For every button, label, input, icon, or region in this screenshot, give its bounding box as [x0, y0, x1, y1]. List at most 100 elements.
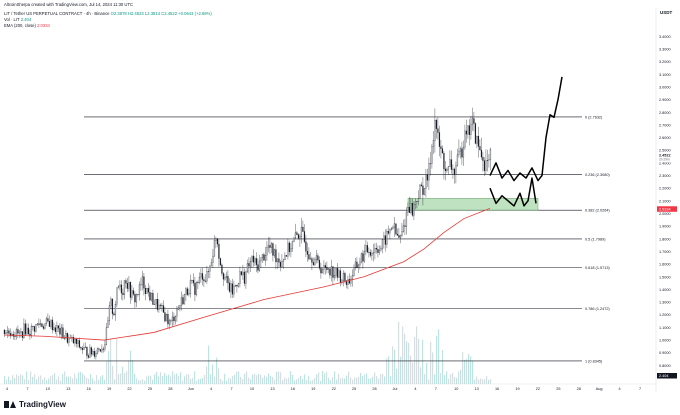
symbol-line[interactable]: LIT / Tether US PERPETUAL CONTRACT · 4h … — [4, 11, 212, 16]
y-tick-label: 1.4000 — [659, 288, 671, 292]
fib-level-label: 0.786 (1.2472) — [585, 307, 610, 311]
volume-bar — [258, 373, 260, 384]
candle-body — [294, 232, 297, 239]
volume-bar — [28, 379, 30, 384]
volume-bar — [160, 372, 162, 384]
volume-bar — [22, 375, 24, 384]
x-tick-label: 22 — [127, 387, 131, 391]
volume-bar — [60, 380, 62, 384]
candle-body — [269, 245, 271, 248]
volume-bar — [144, 380, 146, 384]
y-tick-label: 2.9000 — [659, 98, 671, 102]
volume-bar — [446, 371, 448, 384]
candle-body — [237, 283, 240, 287]
volume-bar — [88, 378, 90, 384]
candle-body — [464, 130, 466, 148]
candle-body — [207, 271, 210, 272]
candle-body — [188, 293, 190, 295]
candle-body — [213, 240, 216, 257]
volume-bar — [314, 377, 316, 384]
x-tick-label: 25 — [148, 387, 152, 391]
candle-body — [429, 163, 432, 165]
candle-body — [363, 251, 366, 262]
volume-bar — [452, 373, 454, 384]
volume-bar — [94, 380, 96, 384]
candle-body — [176, 309, 178, 317]
volume-bar — [310, 380, 312, 384]
candle-body — [59, 328, 61, 335]
volume-bar — [170, 376, 172, 384]
y-tick-label: 1.1000 — [659, 326, 671, 330]
volume-bar — [368, 378, 370, 384]
volume-bar — [386, 358, 388, 384]
candle-body — [131, 290, 133, 298]
volume-bar — [420, 367, 422, 384]
y-tick-label: 0.9000 — [659, 351, 671, 355]
candle-body — [468, 125, 471, 135]
volume-bar — [404, 333, 406, 384]
candle-body — [482, 156, 484, 161]
candle-body — [381, 239, 384, 249]
candle-body — [254, 258, 256, 263]
candle-body — [204, 280, 207, 282]
volume-line[interactable]: Vol · LIT 2.404 — [4, 17, 31, 22]
candle-body — [393, 223, 396, 228]
volume-bar — [484, 379, 486, 384]
candle-body — [182, 297, 184, 305]
candle-body — [221, 264, 223, 274]
candle-body — [435, 120, 438, 129]
volume-bar — [206, 366, 208, 384]
candle-body — [257, 264, 259, 271]
volume-bar — [364, 374, 366, 384]
volume-bar — [14, 378, 16, 384]
candle-body — [110, 298, 112, 306]
candle-body — [449, 159, 451, 167]
volume-bar — [472, 360, 474, 384]
candle-body — [26, 327, 28, 335]
candle-body — [86, 346, 88, 356]
candle-body — [332, 266, 334, 278]
volume-bar — [384, 376, 386, 384]
candle-body — [303, 231, 306, 242]
candle-body — [171, 316, 174, 321]
candle-body — [117, 286, 120, 288]
candle-body — [228, 282, 231, 292]
candle-body — [417, 198, 420, 202]
candle-body — [413, 203, 415, 216]
candle-body — [53, 327, 55, 331]
candle-body — [339, 270, 342, 283]
candle-body — [9, 333, 12, 337]
volume-bar — [296, 379, 298, 384]
volume-bar — [344, 378, 346, 384]
candle-body — [386, 231, 388, 245]
candle-body — [170, 320, 172, 322]
volume-bar — [32, 376, 34, 384]
candle-body — [356, 261, 358, 268]
volume-bar — [396, 368, 398, 384]
volume-bar — [148, 375, 150, 384]
volume-bar — [428, 379, 430, 384]
candle-body — [209, 265, 211, 272]
x-tick-label: 13 — [66, 387, 70, 391]
candle-body — [140, 284, 142, 286]
candle-body — [384, 235, 387, 245]
candle-body — [98, 348, 100, 350]
volume-bar — [20, 374, 22, 384]
volume-bar — [328, 377, 330, 384]
candle-body — [143, 276, 145, 289]
ema-line[interactable]: EMA (200, close) 2.0334 — [4, 23, 50, 28]
volume-bar — [308, 376, 310, 384]
volume-bar — [274, 379, 276, 384]
candle-body — [276, 258, 279, 263]
candle-body — [198, 276, 201, 283]
volume-bar — [288, 377, 290, 384]
x-tick-label: 19 — [311, 387, 315, 391]
candle-body — [296, 232, 298, 235]
candle-body — [405, 211, 408, 227]
candle-body — [368, 251, 370, 253]
volume-bar — [164, 373, 166, 384]
volume-bar — [466, 358, 468, 384]
candle-body — [150, 292, 153, 301]
volume-bar — [264, 375, 266, 384]
